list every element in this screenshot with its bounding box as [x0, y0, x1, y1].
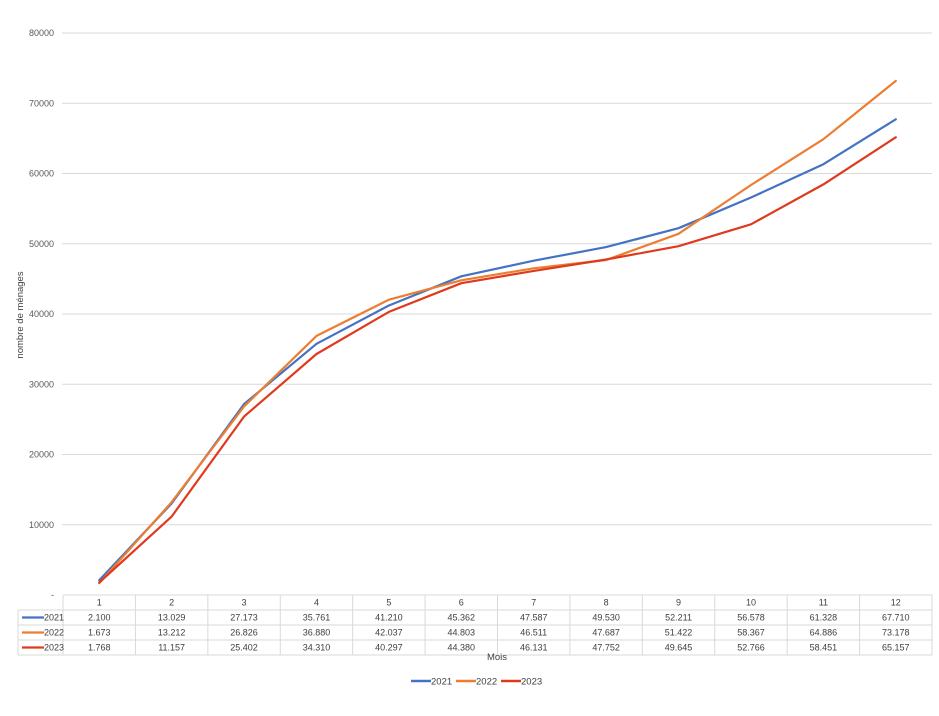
data-label: 58.451	[810, 643, 838, 653]
x-tick-label: 7	[531, 598, 536, 608]
data-label: 61.328	[810, 613, 838, 623]
data-label: 67.710	[882, 613, 910, 623]
data-label: 47.587	[520, 613, 548, 623]
data-label: 1.768	[88, 643, 111, 653]
series-line-2023	[98, 136, 897, 584]
data-label: 52.766	[737, 643, 765, 653]
data-label: 52.211	[665, 613, 692, 623]
data-label: 27.173	[230, 613, 258, 623]
y-axis-title: nombre de ménages	[15, 271, 26, 358]
x-tick-label: 1	[97, 598, 102, 608]
data-label: 46.511	[520, 628, 547, 638]
data-label: 34.310	[303, 643, 331, 653]
y-tick-label: 30000	[29, 379, 54, 389]
data-label: 40.297	[375, 643, 403, 653]
data-label: 65.157	[882, 643, 910, 653]
data-label: 51.422	[665, 628, 693, 638]
table-series-name: 2023	[44, 643, 64, 653]
x-tick-label: 4	[314, 598, 319, 608]
series-lines	[98, 79, 897, 585]
data-label: 25.402	[230, 643, 258, 653]
y-axis-ticks: - 10000 20000 30000 40000 50000 60000 70000 8000…	[29, 28, 54, 600]
x-axis-title: Mois	[487, 652, 507, 663]
y-tick-label: 10000	[29, 520, 54, 530]
data-label: 26.826	[230, 628, 258, 638]
x-tick-label: 12	[891, 598, 901, 608]
y-tick-label: 60000	[29, 169, 54, 179]
data-label: 47.687	[592, 628, 620, 638]
x-tick-label: 9	[676, 598, 681, 608]
data-label: 64.886	[810, 628, 838, 638]
data-label: 49.645	[665, 643, 693, 653]
data-label: 47.752	[592, 643, 620, 653]
data-label: 11.157	[158, 643, 185, 653]
y-tick-label: 40000	[29, 309, 54, 319]
y-tick-label: -	[51, 590, 54, 600]
legend: 2021 2022 2023	[411, 677, 542, 688]
legend-label: 2022	[476, 677, 497, 688]
legend-label: 2021	[431, 677, 452, 688]
y-tick-label: 70000	[29, 98, 54, 108]
data-label: 56.578	[737, 613, 765, 623]
data-label: 1.673	[88, 628, 111, 638]
data-label: 44.380	[448, 643, 476, 653]
y-tick-label: 80000	[29, 28, 54, 38]
data-label: 44.803	[448, 628, 476, 638]
table-series-name: 2021	[44, 613, 64, 623]
data-label: 35.761	[303, 613, 331, 623]
data-label: 46.131	[520, 643, 548, 653]
series-line-2021	[98, 118, 897, 582]
x-tick-label: 8	[604, 598, 609, 608]
y-tick-label: 20000	[29, 450, 54, 460]
data-label: 73.178	[882, 628, 910, 638]
data-label: 42.037	[375, 628, 403, 638]
x-tick-label: 5	[386, 598, 391, 608]
x-tick-label: 10	[746, 598, 756, 608]
data-label: 13.212	[158, 628, 186, 638]
table-series-name: 2022	[44, 628, 64, 638]
data-label: 36.880	[303, 628, 331, 638]
y-tick-label: 50000	[29, 239, 54, 249]
data-label: 41.210	[375, 613, 403, 623]
gridlines	[62, 32, 932, 526]
x-tick-label: 3	[242, 598, 247, 608]
x-tick-label: 6	[459, 598, 464, 608]
x-tick-label: 2	[169, 598, 174, 608]
legend-label: 2023	[521, 677, 542, 688]
data-label: 58.367	[737, 628, 765, 638]
data-label: 13.029	[158, 613, 186, 623]
series-line-2022	[98, 79, 897, 585]
data-label: 49.530	[592, 613, 620, 623]
data-label: 45.362	[448, 613, 476, 623]
x-tick-label: 11	[819, 598, 828, 608]
data-label: 2.100	[88, 613, 111, 623]
